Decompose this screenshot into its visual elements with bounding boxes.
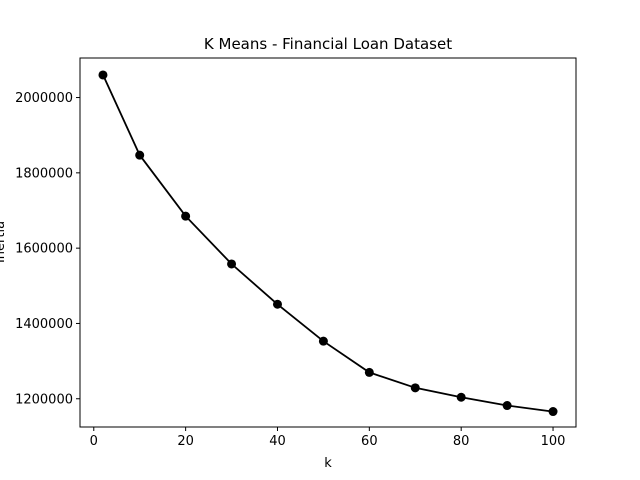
y-tick-label: 2000000 [15,91,73,106]
x-tick-label: 0 [90,434,98,449]
data-point [410,383,420,393]
y-tick-label: 1200000 [15,392,73,407]
data-point [456,392,466,402]
data-point [98,70,108,80]
y-tick-label: 1800000 [15,166,73,181]
data-point [181,211,191,221]
chart-title: K Means - Financial Loan Dataset [204,35,452,53]
data-point [318,336,328,346]
data-point [502,401,512,411]
data-point [548,407,558,417]
x-axis-ticks: 0 20 40 60 80 100 [90,427,566,449]
plot-area-frame [79,57,577,428]
x-axis-label: k [324,456,332,471]
x-tick-label: 40 [269,434,286,449]
y-axis-label: Inertia [0,221,8,263]
x-tick-label: 80 [453,434,470,449]
data-point [227,259,237,269]
data-point [272,299,282,309]
x-tick-label: 100 [541,434,566,449]
y-tick-label: 1600000 [15,242,73,257]
x-tick-label: 60 [361,434,378,449]
data-point [364,367,374,377]
y-tick-label: 1400000 [15,317,73,332]
x-tick-label: 20 [177,434,194,449]
data-point [135,150,145,160]
series-markers [98,70,558,417]
y-axis-ticks: 1200000 1400000 1600000 1800000 2000000 [15,91,80,407]
